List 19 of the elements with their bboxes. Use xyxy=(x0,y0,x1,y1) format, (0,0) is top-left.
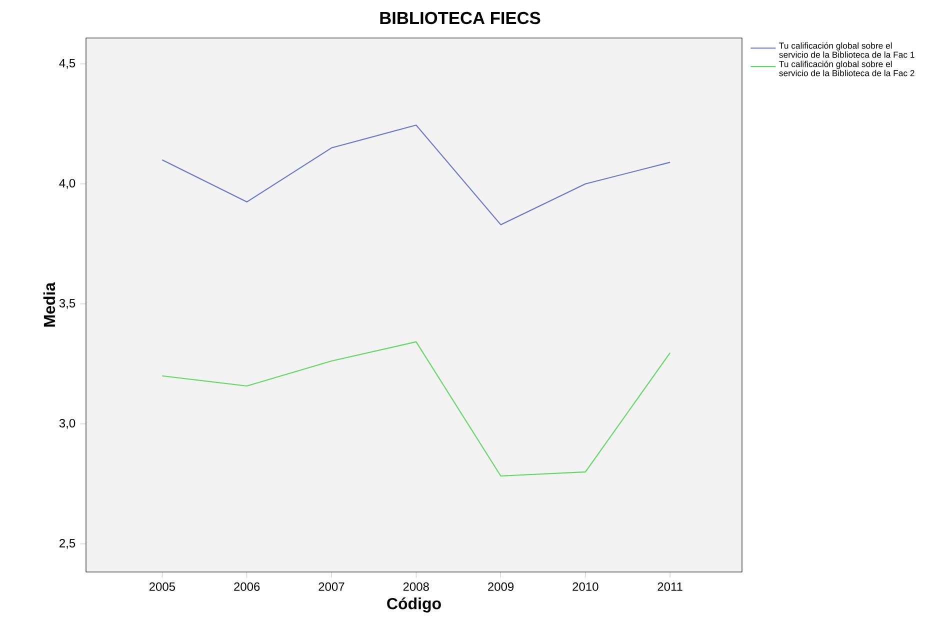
x-tick-label: 2006 xyxy=(234,582,260,591)
y-tick-label: 3,0 xyxy=(59,418,76,429)
legend-label: Tu calificación global sobre el servicio de la Biblioteca de la Fac 2 xyxy=(779,60,914,76)
line-series xyxy=(162,124,671,226)
x-tick-label: 2010 xyxy=(572,582,598,591)
x-tick-label: 2007 xyxy=(318,582,344,591)
y-tick-label: 2,5 xyxy=(60,538,76,549)
line-series xyxy=(162,341,671,477)
chart-title: BIBLIOTECA FIECS xyxy=(380,12,540,24)
x-tick-label: 2008 xyxy=(403,582,429,591)
x-tick-label: 2009 xyxy=(488,582,514,591)
x-axis-title: Código xyxy=(387,597,441,612)
y-tick-label: 3,5 xyxy=(59,298,76,309)
y-tick-label: 4,5 xyxy=(59,59,76,69)
legend-label: Tu calificación global sobre el servicio de la Biblioteca de la Fac 1 xyxy=(779,42,914,58)
y-axis-title: Media xyxy=(43,282,56,327)
x-tick-label: 2011 xyxy=(658,582,682,591)
x-tick-label: 2005 xyxy=(149,582,176,591)
y-tick-label: 4,0 xyxy=(59,178,76,189)
